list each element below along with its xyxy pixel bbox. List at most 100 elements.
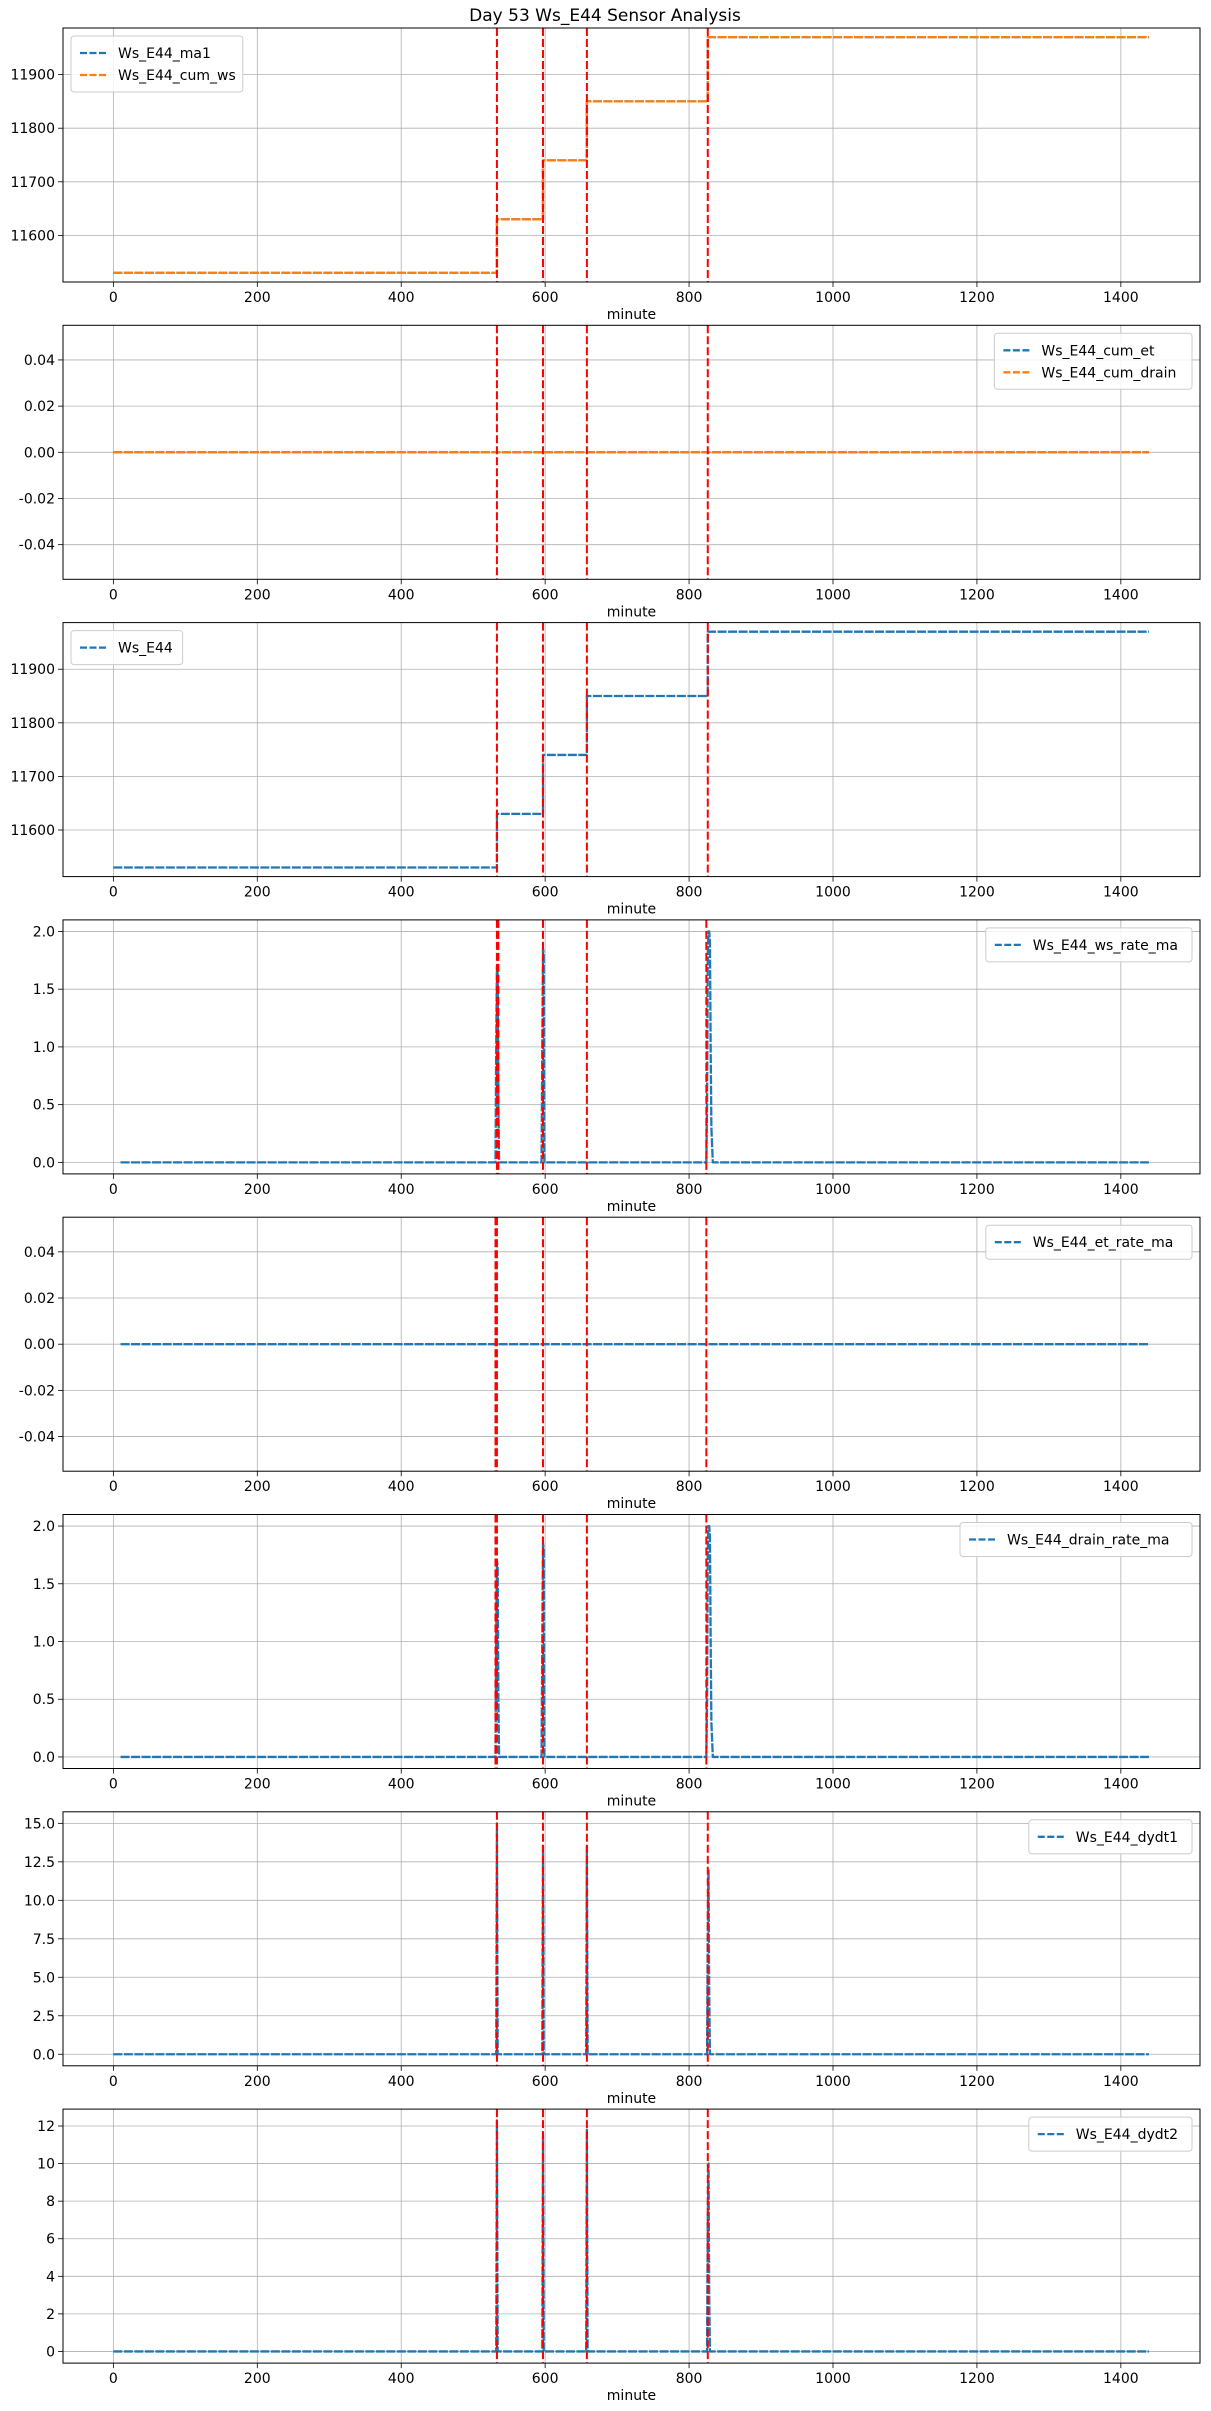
chart-panel-1: 0 200 400 600 800 1000 1200 1400 11600 11700 11800… — [10, 27, 1201, 323]
x-axis-label: minute — [607, 2091, 656, 2107]
y-tick-label: 15.0 — [24, 1816, 55, 1832]
plot-area — [113, 1811, 1149, 2066]
x-tick-label: 1000 — [815, 1777, 851, 1793]
legend-frame — [993, 332, 1193, 390]
axes-frame — [62, 27, 1201, 283]
chart-panel-4: 0 200 400 600 800 1000 1200 1400 0.0 0.5 1.0 1.5 2.0… — [33, 919, 1201, 1215]
x-tick-label: 1200 — [959, 1777, 995, 1793]
y-tick-label: 11800 — [10, 716, 55, 732]
y-tick-label: -0.04 — [19, 538, 55, 554]
y-tick-label: 1.5 — [33, 982, 55, 998]
axes-frame — [62, 622, 1201, 878]
x-tick-label: 800 — [676, 290, 703, 306]
x-tick-label: 1000 — [815, 885, 851, 901]
x-tick-label: 1400 — [1103, 1479, 1139, 1495]
x-tick-label: 1200 — [959, 587, 995, 603]
x-tick-label: 600 — [532, 885, 559, 901]
y-tick-label: 0.04 — [24, 353, 55, 369]
x-tick-label: 1200 — [959, 290, 995, 306]
x-tick-label: 800 — [676, 2074, 703, 2090]
x-tick-label: 600 — [532, 2371, 559, 2387]
y-tick-label: -0.02 — [19, 491, 55, 507]
legend-label: Ws_E44_cum_ws — [118, 68, 236, 84]
legend-frame — [959, 1522, 1193, 1557]
legend-label: Ws_E44_et_rate_ma — [1033, 1235, 1174, 1251]
y-tick-label: 11800 — [10, 121, 55, 137]
y-tick-label: 11700 — [10, 175, 55, 191]
y-tick-label: 11900 — [10, 68, 55, 84]
y-tick-label: 11600 — [10, 228, 55, 244]
series-line-2 — [113, 35, 1149, 275]
legend-label: Ws_E44_dydt1 — [1076, 1830, 1178, 1846]
x-tick-label: 1400 — [1103, 2371, 1139, 2387]
x-tick-label: 1200 — [959, 2074, 995, 2090]
y-tick-label: 11600 — [10, 823, 55, 839]
x-tick-label: 800 — [676, 1182, 703, 1198]
x-tick-label: 0 — [109, 1777, 118, 1793]
y-tick-label: 12 — [37, 2119, 55, 2135]
legend-label: Ws_E44_ws_rate_ma — [1033, 938, 1178, 954]
y-tick-label: 0 — [46, 2344, 55, 2360]
series-line-1 — [113, 2119, 1149, 2353]
y-tick-label: 1.0 — [33, 1040, 55, 1056]
legend: Ws_E44_ma1 Ws_E44_cum_ws — [70, 35, 244, 93]
x-tick-label: 0 — [109, 1182, 118, 1198]
x-tick-label: 1400 — [1103, 587, 1139, 603]
legend-label: Ws_E44_cum_et — [1041, 343, 1155, 359]
y-tick-label: 2 — [46, 2307, 55, 2323]
legend: Ws_E44_cum_et Ws_E44_cum_drain — [993, 332, 1193, 390]
y-tick-label: 0.00 — [24, 445, 55, 461]
y-tick-label: 0.0 — [33, 1750, 55, 1766]
y-tick-label: 10 — [37, 2157, 55, 2173]
figure-title: Day 53 Ws_E44 Sensor Analysis — [469, 6, 741, 26]
x-axis-label: minute — [607, 1794, 656, 1810]
chart-panel-8: 0 200 400 600 800 1000 1200 1400 0 2 4 6 8 10 12 minute… — [37, 2108, 1201, 2404]
x-tick-label: 1200 — [959, 1182, 995, 1198]
y-tick-label: 0.04 — [24, 1245, 55, 1261]
legend: Ws_E44_dydt2 — [1028, 2116, 1193, 2152]
y-tick-label: -0.04 — [19, 1430, 55, 1446]
x-tick-label: 1000 — [815, 587, 851, 603]
plot-area — [120, 1514, 1149, 1769]
x-axis-label: minute — [607, 604, 656, 620]
plot-area — [120, 1217, 1149, 1472]
x-tick-label: 1000 — [815, 290, 851, 306]
x-tick-label: 200 — [244, 290, 271, 306]
x-tick-label: 0 — [109, 290, 118, 306]
legend-label: Ws_E44 — [118, 641, 173, 657]
legend-frame — [1028, 2116, 1193, 2152]
y-tick-label: 0.5 — [33, 1098, 55, 1114]
x-tick-label: 1400 — [1103, 2074, 1139, 2090]
y-tick-label: 0.0 — [33, 2047, 55, 2063]
chart-panel-7: 0 200 400 600 800 1000 1200 1400 0.0 2.5 5.0 7.5 10.… — [24, 1811, 1201, 2107]
y-tick-label: -0.02 — [19, 1383, 55, 1399]
y-tick-label: 0.5 — [33, 1692, 55, 1708]
chart-panel-5: 0 200 400 600 800 1000 1200 1400 -0.04 -0.02 0.00 0… — [19, 1216, 1201, 1512]
chart-panel-6: 0 200 400 600 800 1000 1200 1400 0.0 0.5 1.0 1.5 2.0… — [33, 1514, 1201, 1810]
x-tick-label: 0 — [109, 2371, 118, 2387]
x-tick-label: 600 — [532, 1479, 559, 1495]
legend: Ws_E44_et_rate_ma — [985, 1224, 1193, 1260]
series-line-1 — [113, 630, 1149, 869]
y-tick-label: 11900 — [10, 662, 55, 678]
x-tick-label: 400 — [388, 1182, 415, 1198]
y-tick-label: 0.0 — [33, 1155, 55, 1171]
axes-frame — [62, 2108, 1201, 2364]
x-axis-label: minute — [607, 1496, 656, 1512]
x-tick-label: 1400 — [1103, 1182, 1139, 1198]
x-tick-label: 400 — [388, 1479, 415, 1495]
y-tick-label: 2.0 — [33, 1519, 55, 1535]
y-tick-label: 11700 — [10, 769, 55, 785]
x-tick-label: 1200 — [959, 2371, 995, 2387]
y-tick-label: 0.02 — [24, 399, 55, 415]
x-tick-label: 1400 — [1103, 1777, 1139, 1793]
legend-frame — [985, 1224, 1193, 1260]
x-axis-label: minute — [607, 2388, 656, 2404]
legend-label: Ws_E44_drain_rate_ma — [1007, 1533, 1169, 1549]
x-tick-label: 400 — [388, 290, 415, 306]
x-tick-label: 400 — [388, 2074, 415, 2090]
axes-frame — [62, 1811, 1201, 2067]
plot-area — [120, 919, 1149, 1174]
x-tick-label: 1200 — [959, 885, 995, 901]
